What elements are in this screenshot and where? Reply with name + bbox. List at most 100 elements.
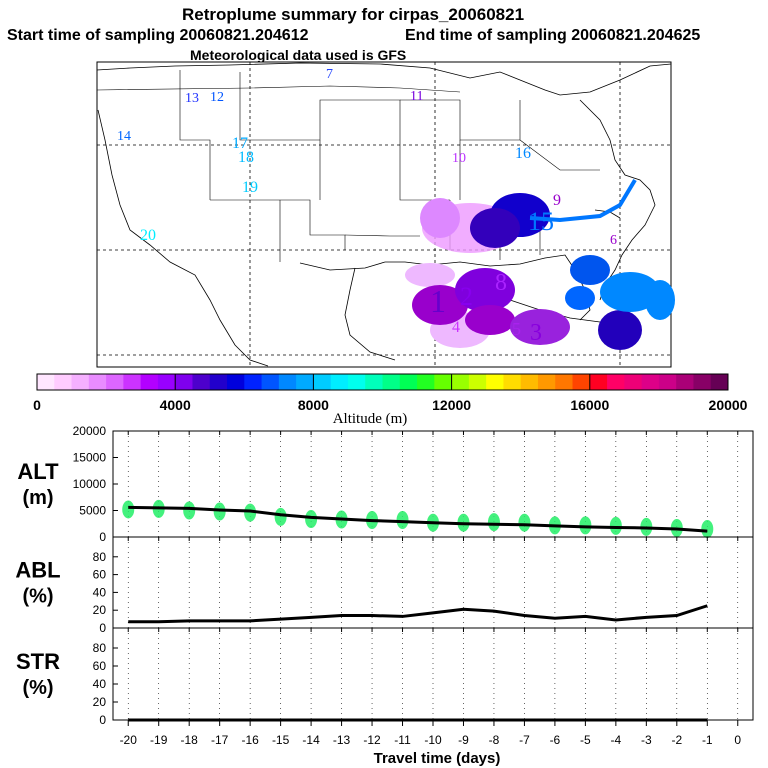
plume-label-20: 20	[140, 227, 156, 244]
plume-label-18: 18	[238, 149, 254, 166]
alt-data-point	[518, 513, 531, 532]
colorbar-tick-label: 12000	[432, 397, 471, 413]
map-frame	[96, 61, 672, 368]
colorbar-swatch	[140, 374, 159, 390]
colorbar-swatch	[244, 374, 263, 390]
colorbar-swatch	[451, 374, 470, 390]
abl-panel-title: ABL	[15, 558, 60, 583]
plume-label-6: 6	[610, 233, 617, 248]
colorbar-swatch	[313, 374, 332, 390]
colorbar-swatch	[503, 374, 522, 390]
x-tick-label: -14	[302, 733, 320, 747]
x-tick-label: -3	[641, 733, 652, 747]
alt-data-point	[122, 500, 135, 519]
plume-label-17: 17	[232, 135, 248, 152]
colorbar-swatch	[365, 374, 383, 390]
plume-label-13: 13	[185, 91, 199, 106]
abl-y-tick-label: 60	[93, 568, 107, 582]
plume-blobs	[405, 193, 675, 350]
colorbar-swatch	[209, 374, 228, 390]
alt-data-point	[183, 501, 196, 520]
colorbar-swatch	[486, 374, 504, 390]
colorbar-swatch	[641, 374, 660, 390]
colorbar-swatch	[572, 374, 591, 390]
colorbar-swatch	[278, 374, 297, 390]
colorbar-swatch	[537, 374, 556, 390]
x-tick-label: -18	[181, 733, 199, 747]
x-tick-label: -13	[333, 733, 351, 747]
colorbar-swatch	[693, 374, 712, 390]
colorbar-swatch	[37, 374, 55, 390]
alt-data-point	[305, 509, 318, 528]
trajectory-path	[529, 178, 637, 223]
start-time-label: Start time of sampling 20060821.204612	[7, 27, 309, 44]
colorbar-swatch	[347, 374, 366, 390]
met-data-label: Meteorological data used is GFS	[190, 47, 406, 63]
plume-label-1: 1	[430, 283, 446, 319]
alt-data-point	[213, 502, 226, 521]
x-tick-label: -17	[211, 733, 229, 747]
x-tick-label: -2	[671, 733, 682, 747]
alt-panel-unit: (m)	[22, 487, 53, 509]
x-tick-label: -8	[489, 733, 500, 747]
colorbar-swatch	[54, 374, 73, 390]
plume-label-12: 12	[210, 90, 224, 105]
colorbar-swatch	[296, 374, 314, 390]
colorbar-swatch	[710, 374, 729, 390]
str-panel-unit: (%)	[22, 677, 53, 699]
x-tick-label: 0	[734, 733, 741, 747]
plume-label-15: 15	[528, 207, 554, 236]
colorbar-swatch	[123, 374, 142, 390]
abl-y-tick-label: 0	[99, 621, 106, 635]
colorbar-swatch	[624, 374, 643, 390]
x-tick-label: -19	[150, 733, 168, 747]
x-tick-label: -10	[424, 733, 442, 747]
alt-y-tick-label: 15000	[73, 451, 107, 465]
map-borders	[96, 70, 600, 262]
colorbar-swatch	[468, 374, 487, 390]
abl-y-tick-label: 80	[93, 550, 107, 564]
colorbar-swatch	[330, 374, 349, 390]
x-tick-label: -16	[241, 733, 259, 747]
plume-label-5: 5	[512, 319, 521, 339]
plume-label-11: 11	[410, 89, 423, 104]
colorbar-swatch	[382, 374, 401, 390]
colorbar-tick-label: 8000	[298, 397, 329, 413]
str-y-tick-label: 0	[99, 713, 106, 727]
altitude-colorbar: 0 4000 8000 12000 16000 20000	[33, 373, 748, 413]
plume-label-4: 4	[452, 319, 460, 336]
x-tick-label: -20	[120, 733, 138, 747]
colorbar-tick-label: 4000	[160, 397, 191, 413]
plume-label-9: 9	[553, 192, 561, 209]
colorbar-swatch	[106, 374, 124, 390]
colorbar-swatch	[88, 374, 107, 390]
plume-label-14: 14	[117, 129, 131, 144]
x-tick-label: -7	[519, 733, 530, 747]
x-tick-label: -5	[580, 733, 591, 747]
abl-y-tick-label: 40	[93, 585, 107, 599]
x-axis-label: Travel time (days)	[374, 750, 501, 767]
abl-y-tick-label: 20	[93, 603, 107, 617]
str-y-tick-label: 80	[93, 641, 107, 655]
abl-series-line	[128, 604, 708, 624]
alt-data-point	[609, 516, 622, 535]
colorbar-swatch	[71, 374, 90, 390]
colorbar-swatch	[676, 374, 694, 390]
x-tick-label: -12	[363, 733, 381, 747]
colorbar-swatch	[658, 374, 677, 390]
plume-labels: 1 2 3 4 5 6 7 8 9 10 11 12 13 14 15 16 1…	[117, 67, 617, 346]
plume-label-10: 10	[452, 151, 466, 166]
colorbar-swatch	[192, 374, 211, 390]
time-series-panels: 0 5000 10000 15000 20000 ALT (m) 0 20 40 60 80 ABL (%…	[15, 424, 754, 747]
str-panel-title: STR	[16, 649, 60, 674]
alt-data-point	[244, 503, 257, 522]
x-tick-label: -9	[458, 733, 469, 747]
map-panel: 1 2 3 4 5 6 7 8 9 10 11 12 13 14 15 16 1…	[96, 61, 675, 368]
x-tick-label: -15	[272, 733, 290, 747]
x-tick-label: -4	[611, 733, 622, 747]
alt-panel-title: ALT	[17, 459, 59, 484]
str-y-tick-label: 20	[93, 695, 107, 709]
plume-label-2: 2	[460, 282, 473, 311]
end-time-label: End time of sampling 20060821.204625	[405, 27, 700, 44]
